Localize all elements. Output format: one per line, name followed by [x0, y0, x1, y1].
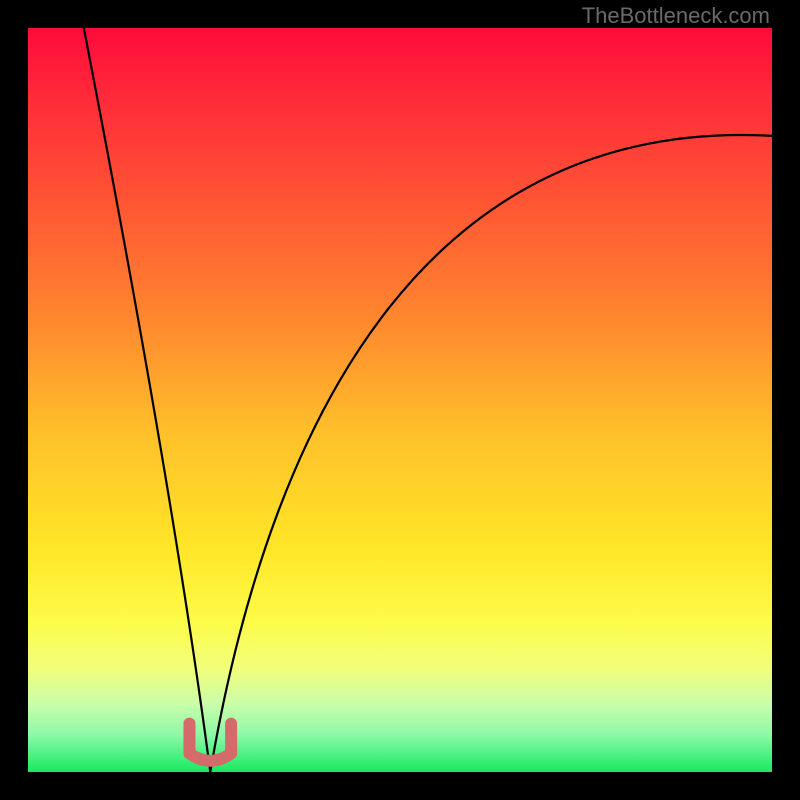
bottleneck-curve-left	[84, 28, 210, 772]
curve-overlay	[28, 28, 772, 772]
bottleneck-curve-right	[210, 135, 772, 772]
bottleneck-chart: TheBottleneck.com	[0, 0, 800, 800]
watermark-text: TheBottleneck.com	[582, 3, 770, 29]
optimal-zone-marker	[189, 724, 231, 761]
plot-area	[28, 28, 772, 772]
